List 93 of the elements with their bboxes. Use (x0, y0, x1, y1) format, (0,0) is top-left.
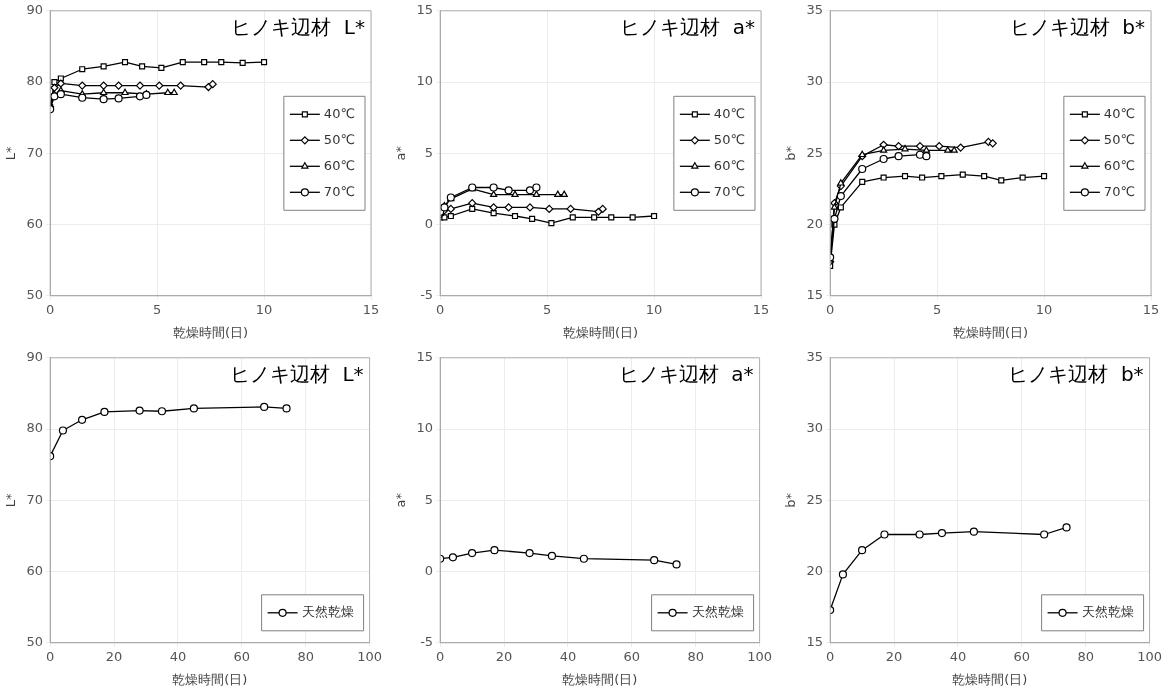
x-tick-label: 40 (949, 648, 967, 664)
legend-label: 50℃ (323, 131, 356, 147)
x-tick-label: 100 (747, 648, 773, 664)
y-tick-label: 5 (424, 491, 434, 507)
y-axis-title: b* (783, 145, 799, 161)
y-tick-label: 5 (424, 144, 434, 160)
x-tick-label: 0 (46, 648, 55, 664)
y-tick-label: 25 (806, 144, 824, 160)
y-tick-label: 90 (26, 349, 44, 365)
x-tick-label: 10 (255, 301, 273, 317)
x-tick-label: 15 (752, 301, 770, 317)
x-tick-label: 5 (932, 301, 942, 317)
y-tick-label: 70 (26, 144, 44, 160)
x-tick-label: 60 (1013, 648, 1031, 664)
x-tick-label: 100 (357, 648, 383, 664)
y-tick-label: 50 (26, 634, 44, 650)
y-tick-label: 35 (806, 2, 824, 18)
x-tick-label: 0 (436, 301, 445, 317)
x-axis-title: 乾燥時間(日) (562, 324, 639, 340)
y-tick-label: 10 (416, 420, 434, 436)
y-tick-label: 0 (424, 215, 434, 231)
legend-label: 60℃ (323, 157, 356, 173)
legend-label: 60℃ (1103, 157, 1136, 173)
x-tick-label: 20 (105, 648, 123, 664)
y-tick-label: 60 (26, 215, 44, 231)
chart-title: ヒノキ辺材 a* (618, 362, 754, 386)
x-tick-label: 5 (542, 301, 552, 317)
legend-label: 40℃ (1103, 105, 1136, 121)
y-tick-label: 70 (26, 491, 44, 507)
legend-label: 天然乾燥 (691, 604, 744, 620)
chart-title: ヒノキ辺材 b* (1008, 362, 1144, 386)
y-tick-label: 0 (424, 562, 434, 578)
x-tick-label: 100 (1137, 648, 1163, 664)
y-axis-title: a* (393, 145, 409, 161)
y-tick-label: 15 (416, 349, 434, 365)
y-tick-label: 15 (416, 2, 434, 18)
x-axis-title: 乾燥時間(日) (172, 671, 248, 687)
x-axis-title: 乾燥時間(日) (952, 324, 1029, 340)
x-tick-label: 15 (1142, 301, 1160, 317)
x-tick-label: 0 (826, 301, 835, 317)
x-axis-title: 乾燥時間(日) (172, 324, 249, 340)
x-tick-label: 40 (559, 648, 577, 664)
x-tick-label: 60 (233, 648, 251, 664)
x-tick-label: 80 (1077, 648, 1094, 664)
x-tick-label: 40 (169, 648, 187, 664)
y-tick-label: -5 (420, 634, 434, 650)
y-tick-label: 90 (26, 2, 44, 18)
legend-label: 天然乾燥 (1081, 604, 1134, 620)
chart-title: ヒノキ辺材 L* (231, 15, 365, 39)
x-tick-label: 0 (46, 301, 55, 317)
y-tick-label: 10 (416, 73, 434, 89)
y-tick-label: 80 (26, 73, 44, 89)
y-tick-label: 35 (806, 349, 824, 365)
legend-label: 50℃ (713, 131, 746, 147)
y-tick-label: 60 (26, 562, 44, 578)
y-tick-label: -5 (420, 287, 434, 303)
y-tick-label: 25 (806, 491, 824, 507)
x-tick-label: 10 (645, 301, 663, 317)
y-axis-title: a* (393, 492, 409, 508)
legend-label: 70℃ (1103, 183, 1136, 199)
x-tick-label: 0 (436, 648, 445, 664)
y-tick-label: 20 (806, 562, 824, 578)
y-tick-label: 20 (806, 215, 824, 231)
x-tick-label: 80 (297, 648, 314, 664)
chart-title: ヒノキ辺材 L* (229, 362, 364, 386)
y-axis-title: L* (3, 145, 19, 161)
y-tick-label: 15 (806, 634, 824, 650)
chart-title: ヒノキ辺材 b* (1009, 15, 1145, 39)
x-axis-title: 乾燥時間(日) (952, 671, 1028, 687)
x-tick-label: 5 (152, 301, 162, 317)
x-tick-label: 15 (362, 301, 380, 317)
legend-label: 60℃ (713, 157, 746, 173)
chart-title: ヒノキ辺材 a* (620, 15, 755, 39)
legend-label: 70℃ (713, 183, 746, 199)
legend-label: 天然乾燥 (301, 604, 354, 620)
legend-label: 40℃ (713, 105, 746, 121)
x-tick-label: 20 (885, 648, 903, 664)
y-axis-title: b* (783, 492, 799, 508)
y-tick-label: 15 (806, 287, 824, 303)
y-axis-title: L* (3, 492, 19, 508)
x-tick-label: 80 (687, 648, 704, 664)
x-tick-label: 10 (1035, 301, 1053, 317)
x-tick-label: 0 (826, 648, 835, 664)
legend-label: 40℃ (323, 105, 356, 121)
legend-label: 50℃ (1103, 131, 1136, 147)
y-tick-label: 80 (26, 420, 44, 436)
x-axis-title: 乾燥時間(日) (562, 671, 638, 687)
y-tick-label: 50 (26, 287, 44, 303)
y-tick-label: 30 (806, 73, 824, 89)
y-tick-label: 30 (806, 420, 824, 436)
x-tick-label: 60 (623, 648, 641, 664)
x-tick-label: 20 (495, 648, 513, 664)
legend-label: 70℃ (323, 183, 356, 199)
